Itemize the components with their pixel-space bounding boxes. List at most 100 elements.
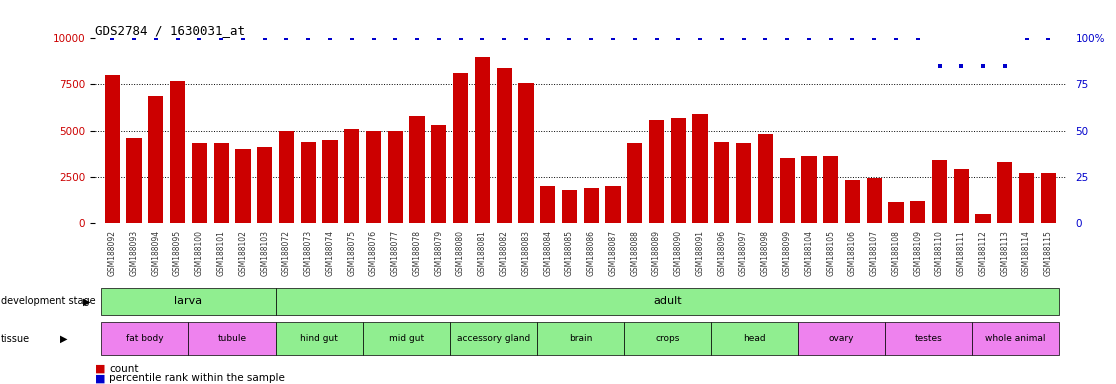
Point	[995, 63, 1013, 69]
Point	[386, 35, 404, 41]
Text: adult: adult	[653, 296, 682, 306]
Text: larva: larva	[174, 296, 202, 306]
Bar	[148, 96, 163, 223]
Bar	[605, 186, 620, 223]
Point	[212, 35, 230, 41]
Text: ovary: ovary	[829, 334, 855, 343]
Point	[539, 35, 557, 41]
Point	[887, 35, 905, 41]
Bar	[344, 129, 359, 223]
Point	[299, 35, 317, 41]
Point	[821, 35, 839, 41]
Text: testes: testes	[915, 334, 943, 343]
Bar	[189, 323, 276, 355]
Point	[452, 35, 470, 41]
Bar	[387, 131, 403, 223]
Point	[408, 35, 426, 41]
Bar	[975, 214, 991, 223]
Bar	[300, 142, 316, 223]
Bar	[711, 323, 798, 355]
Text: fat body: fat body	[126, 334, 164, 343]
Point	[125, 35, 143, 41]
Bar	[453, 73, 469, 223]
Bar	[276, 323, 363, 355]
Bar	[735, 144, 751, 223]
Bar	[624, 323, 711, 355]
Text: tissue: tissue	[1, 334, 30, 344]
Text: ▶: ▶	[83, 296, 90, 306]
Bar	[627, 144, 643, 223]
Point	[278, 35, 296, 41]
Point	[191, 35, 209, 41]
Point	[1039, 35, 1057, 41]
Point	[865, 35, 883, 41]
Text: tubule: tubule	[218, 334, 247, 343]
Bar	[518, 83, 533, 223]
Point	[670, 35, 687, 41]
Point	[952, 63, 970, 69]
Point	[343, 35, 360, 41]
Bar	[998, 162, 1012, 223]
Text: ▶: ▶	[60, 334, 68, 344]
Point	[496, 35, 513, 41]
Text: brain: brain	[569, 334, 591, 343]
Point	[908, 35, 926, 41]
Bar	[824, 156, 838, 223]
Bar	[885, 323, 972, 355]
Text: development stage: development stage	[1, 296, 96, 306]
Bar	[257, 147, 272, 223]
Bar	[932, 160, 947, 223]
Point	[1018, 35, 1036, 41]
Bar	[714, 142, 730, 223]
Bar	[105, 75, 119, 223]
Point	[647, 35, 665, 41]
Point	[974, 63, 992, 69]
Point	[713, 35, 731, 41]
Bar	[126, 138, 142, 223]
Bar	[845, 180, 860, 223]
Bar	[911, 200, 925, 223]
Point	[931, 63, 949, 69]
Text: whole animal: whole animal	[985, 334, 1046, 343]
Point	[844, 35, 862, 41]
Point	[104, 35, 122, 41]
Bar	[671, 118, 686, 223]
Bar	[867, 179, 882, 223]
Bar	[584, 188, 599, 223]
Point	[757, 35, 775, 41]
Text: hind gut: hind gut	[300, 334, 338, 343]
Point	[169, 35, 186, 41]
Bar	[170, 81, 185, 223]
Bar	[235, 149, 250, 223]
Bar	[692, 114, 708, 223]
Point	[583, 35, 600, 41]
Text: crops: crops	[655, 334, 680, 343]
Bar	[366, 131, 382, 223]
Text: GDS2784 / 1630031_at: GDS2784 / 1630031_at	[95, 24, 244, 37]
Point	[800, 35, 818, 41]
Text: ■: ■	[95, 364, 105, 374]
Bar	[497, 68, 512, 223]
Text: ■: ■	[95, 373, 105, 383]
Bar	[1019, 173, 1035, 223]
Bar	[972, 323, 1059, 355]
Point	[430, 35, 448, 41]
Point	[473, 35, 491, 41]
Text: percentile rank within the sample: percentile rank within the sample	[109, 373, 286, 383]
Point	[604, 35, 622, 41]
Bar	[1041, 173, 1056, 223]
Point	[517, 35, 535, 41]
Bar	[323, 140, 338, 223]
Bar	[410, 116, 425, 223]
Bar	[474, 57, 490, 223]
Text: accessory gland: accessory gland	[456, 334, 530, 343]
Point	[365, 35, 383, 41]
Bar	[192, 144, 206, 223]
Bar	[561, 190, 577, 223]
Bar	[954, 169, 969, 223]
Bar	[758, 134, 773, 223]
Bar	[102, 288, 276, 315]
Bar	[779, 158, 795, 223]
Bar	[537, 323, 624, 355]
Bar	[102, 323, 189, 355]
